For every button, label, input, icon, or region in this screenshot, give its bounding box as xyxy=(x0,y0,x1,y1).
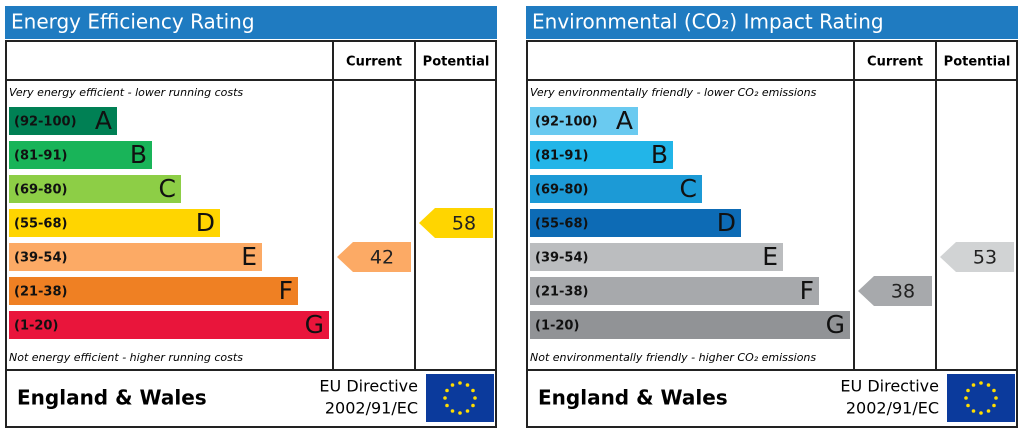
band-range: (21-38) xyxy=(535,285,588,300)
band-letter: C xyxy=(680,174,697,203)
footer-region: England & Wales xyxy=(538,386,728,410)
current-value: 38 xyxy=(891,281,915,303)
eu-star xyxy=(971,383,976,387)
potential-value: 53 xyxy=(973,247,997,269)
eu-star xyxy=(450,383,455,387)
band-letter: B xyxy=(130,140,147,169)
eu-star xyxy=(445,403,449,408)
band-range: (39-54) xyxy=(14,251,67,266)
eu-star xyxy=(971,409,976,413)
eu-star xyxy=(445,388,449,393)
band-range: (55-68) xyxy=(535,217,588,232)
band-letter: B xyxy=(651,140,668,169)
rating-panel: Environmental (CO₂) Impact Rating Current… xyxy=(526,6,1018,428)
header-current: Current xyxy=(867,55,923,70)
band-range: (92-100) xyxy=(535,115,598,130)
current-arrow xyxy=(337,242,411,272)
eu-star xyxy=(986,409,991,413)
top-note: Very energy efficient - lower running co… xyxy=(9,86,243,99)
bottom-note: Not environmentally friendly - higher CO… xyxy=(530,351,816,364)
band-range: (55-68) xyxy=(14,217,67,232)
eu-star xyxy=(458,381,462,385)
eu-star xyxy=(966,403,970,408)
eu-star xyxy=(964,396,968,400)
rating-band xyxy=(9,175,181,203)
panel-frame xyxy=(5,40,497,428)
panel-title: Environmental (CO₂) Impact Rating xyxy=(532,10,884,34)
rating-band xyxy=(9,277,298,305)
rating-band xyxy=(530,175,702,203)
band-letter: F xyxy=(800,276,814,305)
header-potential: Potential xyxy=(944,55,1011,70)
potential-arrow xyxy=(940,242,1014,272)
title-bar xyxy=(526,6,1018,39)
current-value: 42 xyxy=(370,247,394,269)
band-letter: F xyxy=(279,276,293,305)
rating-band xyxy=(530,107,638,135)
rating-panel: Energy Efficiency Rating Current Potential… xyxy=(5,6,497,428)
panel-frame xyxy=(526,40,1018,428)
eu-star xyxy=(458,411,462,415)
rating-band xyxy=(530,243,783,271)
eu-star xyxy=(979,381,983,385)
eu-star xyxy=(465,409,470,413)
eu-star xyxy=(450,409,455,413)
eu-star xyxy=(471,388,475,393)
eu-star xyxy=(473,396,477,400)
rating-band xyxy=(530,209,741,237)
rating-band xyxy=(9,141,152,169)
band-range: (69-80) xyxy=(535,183,588,198)
rating-band xyxy=(530,141,673,169)
title-bar xyxy=(5,6,497,39)
bottom-note: Not energy efficient - higher running co… xyxy=(9,351,243,364)
band-letter: D xyxy=(717,208,736,237)
footer-directive: 2002/91/EC xyxy=(846,399,939,418)
band-letter: C xyxy=(159,174,176,203)
potential-arrow xyxy=(419,208,493,238)
rating-band xyxy=(9,209,220,237)
band-range: (81-91) xyxy=(535,149,588,164)
top-note: Very environmentally friendly - lower CO… xyxy=(530,86,817,99)
eu-star xyxy=(966,388,970,393)
eu-star xyxy=(443,396,447,400)
rating-band xyxy=(530,277,819,305)
eu-star xyxy=(986,383,991,387)
band-letter: G xyxy=(305,310,324,339)
band-range: (1-20) xyxy=(535,319,579,334)
band-range: (69-80) xyxy=(14,183,67,198)
potential-value: 58 xyxy=(452,213,476,235)
footer-directive: EU Directive xyxy=(840,377,939,396)
header-potential: Potential xyxy=(423,55,490,70)
header-current: Current xyxy=(346,55,402,70)
rating-band xyxy=(530,311,850,339)
band-range: (92-100) xyxy=(14,115,77,130)
eu-star xyxy=(471,403,475,408)
footer-region: England & Wales xyxy=(17,386,207,410)
eu-star xyxy=(979,411,983,415)
footer-directive: EU Directive xyxy=(319,377,418,396)
band-range: (39-54) xyxy=(535,251,588,266)
rating-band xyxy=(9,311,329,339)
band-letter: G xyxy=(826,310,845,339)
eu-star xyxy=(994,396,998,400)
eu-star xyxy=(992,403,996,408)
eu-star xyxy=(992,388,996,393)
band-letter: A xyxy=(616,106,633,135)
band-letter: E xyxy=(762,242,778,271)
band-range: (21-38) xyxy=(14,285,67,300)
rating-band xyxy=(9,107,117,135)
band-letter: A xyxy=(95,106,112,135)
rating-band xyxy=(9,243,262,271)
current-arrow xyxy=(858,276,932,306)
panel-title: Energy Efficiency Rating xyxy=(11,10,255,34)
footer-directive: 2002/91/EC xyxy=(325,399,418,418)
band-letter: D xyxy=(196,208,215,237)
band-letter: E xyxy=(241,242,257,271)
eu-star xyxy=(465,383,470,387)
band-range: (81-91) xyxy=(14,149,67,164)
band-range: (1-20) xyxy=(14,319,58,334)
